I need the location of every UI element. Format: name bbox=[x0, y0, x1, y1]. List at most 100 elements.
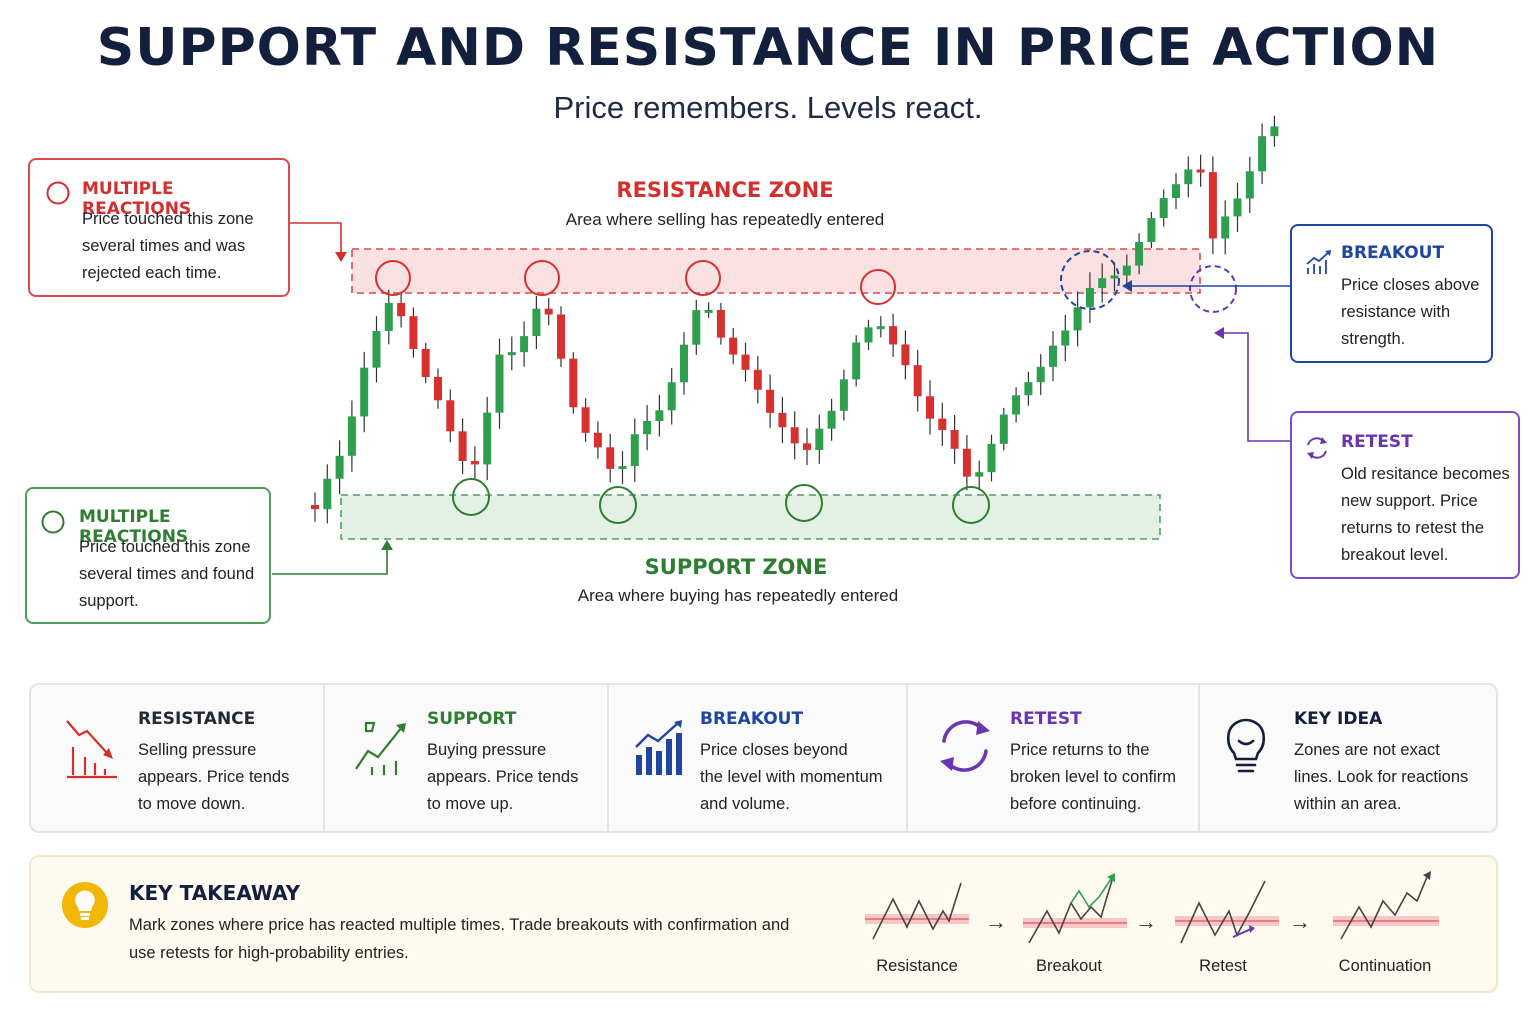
legend-line: and volume. bbox=[700, 795, 790, 813]
callout-line: rejected each time. bbox=[82, 264, 222, 282]
bearish-candle bbox=[790, 427, 799, 444]
bullish-candle bbox=[815, 428, 824, 450]
bullish-candle bbox=[630, 434, 639, 467]
legend-divider bbox=[323, 685, 325, 831]
callout-line: strength. bbox=[1341, 330, 1406, 348]
callout-line: Price touched this zone bbox=[82, 210, 254, 228]
bearish-candle bbox=[311, 505, 319, 510]
callout-title: MULTIPLE REACTIONS bbox=[82, 179, 192, 219]
bullish-candle bbox=[1085, 287, 1094, 308]
breakout-chart-icon bbox=[1306, 250, 1331, 274]
bearish-candle bbox=[729, 337, 738, 355]
callout-line: returns to retest the bbox=[1341, 519, 1485, 537]
legend-text: Price closes beyond the level with momen… bbox=[700, 737, 883, 818]
callout-title: MULTIPLE REACTIONS bbox=[79, 507, 189, 547]
retest-marker bbox=[1189, 265, 1237, 313]
bearish-candle bbox=[766, 389, 775, 413]
resistance-zone-title: RESISTANCE ZONE bbox=[616, 178, 834, 202]
legend-line: appears. Price tends bbox=[138, 768, 290, 786]
bullish-candle bbox=[372, 331, 381, 368]
bearish-candle bbox=[544, 308, 553, 315]
bearish-candle bbox=[581, 407, 590, 433]
mini-resistance-diagram bbox=[865, 882, 969, 940]
bearish-candle bbox=[409, 316, 418, 349]
support-zone-title: SUPPORT ZONE bbox=[644, 555, 828, 579]
step-label-resistance: Resistance bbox=[876, 957, 958, 975]
bullish-candle bbox=[1098, 278, 1107, 288]
bullish-candle bbox=[1172, 184, 1180, 199]
bullish-candle bbox=[999, 414, 1008, 444]
bullish-candle bbox=[839, 379, 848, 411]
circle-marker-icon bbox=[46, 181, 70, 205]
step-label-continuation: Continuation bbox=[1338, 957, 1432, 975]
resistance-touch-marker bbox=[685, 260, 721, 296]
circle-marker-icon bbox=[41, 510, 65, 534]
resistance-touch-marker bbox=[860, 269, 896, 305]
bullish-candle bbox=[1147, 218, 1156, 242]
bullish-candle bbox=[507, 352, 516, 356]
bearish-candle bbox=[421, 348, 430, 377]
breakout-marker bbox=[1060, 250, 1120, 310]
takeaway-title: KEY TAKEAWAY bbox=[129, 881, 301, 905]
bullish-candle bbox=[520, 336, 529, 353]
bearish-candle bbox=[753, 369, 762, 390]
legend-text: Selling pressure appears. Price tends to… bbox=[138, 737, 289, 818]
callout-line: resistance with bbox=[1341, 303, 1451, 321]
support-reactions-callout: MULTIPLE REACTIONS Price touched this zo… bbox=[25, 487, 271, 624]
bearish-candle bbox=[716, 309, 725, 338]
step-arrow-icon: → bbox=[1135, 909, 1157, 934]
callout-line: Price touched this zone bbox=[79, 538, 251, 556]
legend-text: Buying pressure appears. Price tends to … bbox=[427, 737, 578, 818]
callout-line: breakout level. bbox=[1341, 546, 1449, 564]
legend-divider bbox=[906, 685, 908, 831]
legend-title: SUPPORT bbox=[427, 709, 517, 729]
page-title: SUPPORT AND RESISTANCE IN PRICE ACTION bbox=[96, 18, 1440, 78]
bearish-candle bbox=[950, 430, 959, 449]
resistance-down-icon bbox=[66, 720, 117, 779]
callout-text: Price touched this zone several times an… bbox=[79, 534, 254, 615]
legend-text: Price returns to the broken level to con… bbox=[1010, 737, 1176, 818]
callout-text: Old resitance becomes new support. Price… bbox=[1341, 461, 1510, 569]
step-label-breakout: Breakout bbox=[1035, 957, 1103, 975]
legend-line: lines. Look for reactions bbox=[1294, 768, 1469, 786]
bullish-candle bbox=[876, 326, 885, 330]
bearish-candle bbox=[741, 354, 750, 370]
bearish-candle bbox=[557, 314, 565, 359]
callout-title: BREAKOUT bbox=[1341, 243, 1445, 263]
legend-title: KEY IDEA bbox=[1294, 709, 1383, 729]
bullish-candle bbox=[1061, 330, 1070, 346]
legend-line: the level with momentum bbox=[700, 768, 883, 786]
bearish-candle bbox=[1196, 169, 1205, 173]
concept-legend: RESISTANCE Selling pressure appears. Pri… bbox=[29, 683, 1498, 833]
legend-line: Price closes beyond bbox=[700, 741, 848, 759]
bearish-candle bbox=[434, 376, 442, 401]
bullish-candle bbox=[532, 308, 541, 337]
legend-title: RESISTANCE bbox=[138, 709, 256, 729]
callout-line: Old resitance becomes bbox=[1341, 465, 1510, 483]
bullish-candle bbox=[495, 354, 504, 413]
breakout-chart-icon bbox=[635, 720, 682, 775]
bullish-candle bbox=[483, 412, 492, 465]
bullish-candle bbox=[1233, 198, 1242, 217]
callout-line: new support. Price bbox=[1341, 492, 1478, 510]
bullish-candle bbox=[323, 478, 332, 510]
bearish-candle bbox=[593, 432, 602, 448]
bullish-candle bbox=[618, 466, 627, 470]
bullish-candle bbox=[1221, 216, 1230, 239]
support-up-icon bbox=[355, 721, 406, 775]
mini-retest-diagram bbox=[1175, 880, 1279, 944]
bullish-candle bbox=[1270, 126, 1279, 137]
bearish-candle bbox=[458, 431, 467, 461]
support-touch-marker bbox=[952, 486, 990, 524]
callout-line: several times and found bbox=[79, 565, 255, 583]
legend-line: within an area. bbox=[1294, 795, 1402, 813]
legend-key-idea: KEY IDEA Zones are not exact lines. Look… bbox=[1200, 685, 1496, 831]
step-arrow-icon: → bbox=[985, 909, 1007, 934]
mini-continuation-diagram bbox=[1333, 871, 1439, 940]
legend-line: to move down. bbox=[138, 795, 246, 813]
step-arrow-icon: → bbox=[1289, 909, 1311, 934]
legend-title: BREAKOUT bbox=[700, 709, 804, 729]
legend-line: before continuing. bbox=[1010, 795, 1142, 813]
resistance-zone-band bbox=[351, 248, 1201, 294]
bearish-candle bbox=[962, 448, 971, 477]
